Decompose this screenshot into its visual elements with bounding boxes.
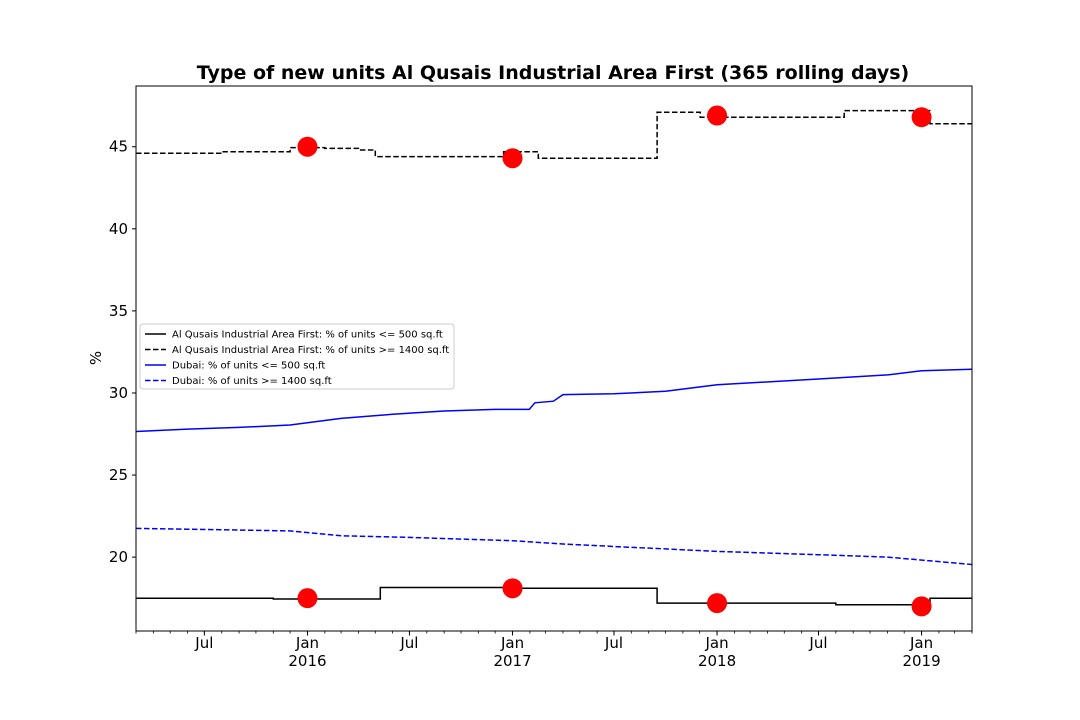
y-axis-label: % — [87, 351, 105, 365]
chart-title: Type of new units Al Qusais Industrial A… — [197, 62, 909, 84]
y-tick-label-45: 45 — [109, 138, 128, 156]
x-tick-label-4: Jan — [500, 634, 524, 652]
marker-point-4 — [911, 107, 932, 128]
series-line-4 — [136, 527, 972, 566]
x-tick-label-7: Jul — [808, 634, 827, 652]
legend-box — [139, 323, 455, 390]
legend-label-3: Dubai: % of units <= 500 sq.ft — [172, 361, 325, 372]
y-tick-label-20: 20 — [109, 548, 128, 566]
marker-point-8 — [911, 596, 932, 617]
series-line-1 — [136, 586, 972, 606]
x-tick-label-6: Jan — [704, 634, 728, 652]
legend-label-4: Dubai: % of units >= 1400 sq.ft — [172, 376, 332, 387]
y-tick-label-35: 35 — [109, 302, 128, 320]
x-tick-year-4: 2017 — [493, 652, 531, 670]
x-tick-year-2: 2016 — [288, 652, 326, 670]
y-tick-label-25: 25 — [109, 466, 128, 484]
y-tick-label-30: 30 — [109, 384, 128, 402]
x-tick-year-8: 2019 — [902, 652, 940, 670]
marker-point-7 — [707, 593, 728, 614]
x-tick-label-5: Jul — [604, 634, 623, 652]
legend-label-1: Al Qusais Industrial Area First: % of un… — [172, 330, 443, 341]
x-tick-label-3: Jul — [399, 634, 418, 652]
marker-point-1 — [297, 136, 318, 157]
marker-point-6 — [502, 578, 523, 599]
marker-point-3 — [707, 105, 728, 126]
x-tick-label-8: Jan — [909, 634, 933, 652]
marker-point-2 — [502, 148, 523, 169]
x-tick-label-2: Jan — [295, 634, 319, 652]
series-line-3 — [136, 368, 972, 433]
plot-frame — [135, 85, 973, 632]
legend: Al Qusais Industrial Area First: % of un… — [139, 323, 455, 390]
y-tick-label-40: 40 — [109, 220, 128, 238]
legend-label-2: Al Qusais Industrial Area First: % of un… — [172, 345, 449, 356]
x-tick-year-6: 2018 — [698, 652, 736, 670]
x-tick-label-1: Jul — [194, 634, 213, 652]
marker-point-5 — [297, 588, 318, 609]
series-line-2 — [136, 109, 972, 159]
